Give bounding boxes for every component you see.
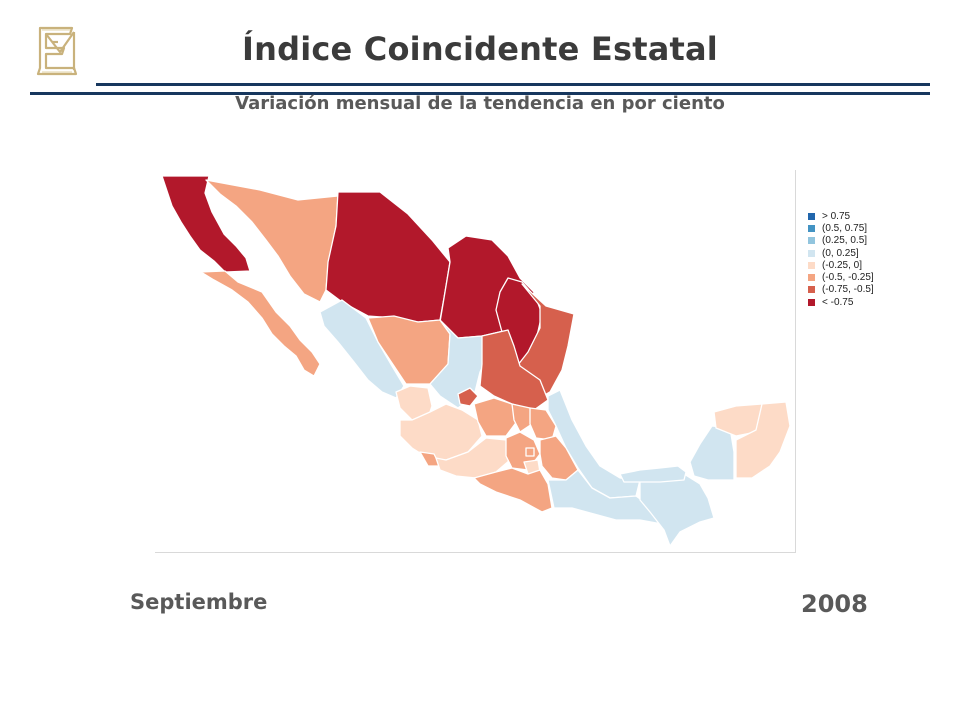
state-aguascalientes[interactable] — [457, 387, 479, 407]
legend-item: (-0.5, -0.25] — [808, 271, 874, 283]
state-distrito-federal[interactable] — [525, 447, 535, 457]
page-title: Índice Coincidente Estatal — [242, 30, 718, 68]
legend-label: (-0.5, -0.25] — [822, 272, 874, 284]
map-panel — [155, 170, 796, 553]
legend-swatch — [808, 286, 815, 294]
title-rule-top — [96, 83, 930, 86]
state-guerrero[interactable] — [473, 467, 553, 513]
title-rule-bottom — [30, 92, 930, 95]
legend-item: (0, 0.25] — [808, 247, 874, 259]
legend-label: (-0.25, 0] — [822, 259, 863, 271]
state-jalisco[interactable] — [399, 403, 483, 461]
legend-item: > 0.75 — [808, 210, 874, 222]
legend-item: (0.25, 0.5] — [808, 235, 874, 247]
legend-item: < -0.75 — [808, 296, 874, 308]
map-legend: > 0.75 (0.5, 0.75] (0.25, 0.5] (0, 0.25]… — [808, 210, 874, 308]
legend-item: (-0.75, -0.5] — [808, 284, 874, 296]
legend-label: (-0.75, -0.5] — [822, 284, 874, 296]
state-baja-california[interactable] — [161, 175, 251, 273]
legend-swatch — [808, 224, 815, 232]
legend-label: (0.5, 0.75] — [822, 222, 868, 234]
state-campeche[interactable] — [689, 425, 735, 481]
mexico-state-map — [161, 175, 791, 547]
state-chiapas[interactable] — [639, 473, 715, 547]
state-sinaloa[interactable] — [319, 299, 405, 399]
banxico-monogram-icon — [36, 26, 78, 76]
page-subtitle: Variación mensual de la tendencia en por… — [235, 93, 725, 114]
state-tabasco[interactable] — [619, 465, 687, 483]
legend-label: (0, 0.25] — [822, 247, 859, 259]
year-label: 2008 — [801, 590, 868, 618]
month-label: Septiembre — [130, 590, 268, 614]
state-sonora[interactable] — [205, 179, 339, 303]
legend-swatch — [808, 212, 815, 220]
state-quintana-roo[interactable] — [735, 401, 791, 479]
legend-item: (0.5, 0.75] — [808, 222, 874, 234]
legend-swatch — [808, 249, 815, 257]
state-baja-california-sur[interactable] — [200, 270, 321, 377]
state-queretaro[interactable] — [511, 403, 533, 433]
legend-label: (0.25, 0.5] — [822, 235, 868, 247]
state-san-luis-potosi[interactable] — [479, 329, 549, 411]
legend-item: (-0.25, 0] — [808, 259, 874, 271]
legend-swatch — [808, 237, 815, 245]
legend-label: > 0.75 — [822, 210, 851, 222]
state-guanajuato[interactable] — [473, 397, 519, 437]
legend-swatch — [808, 261, 815, 269]
legend-swatch — [808, 298, 815, 306]
legend-label: < -0.75 — [822, 296, 854, 308]
legend-swatch — [808, 274, 815, 282]
